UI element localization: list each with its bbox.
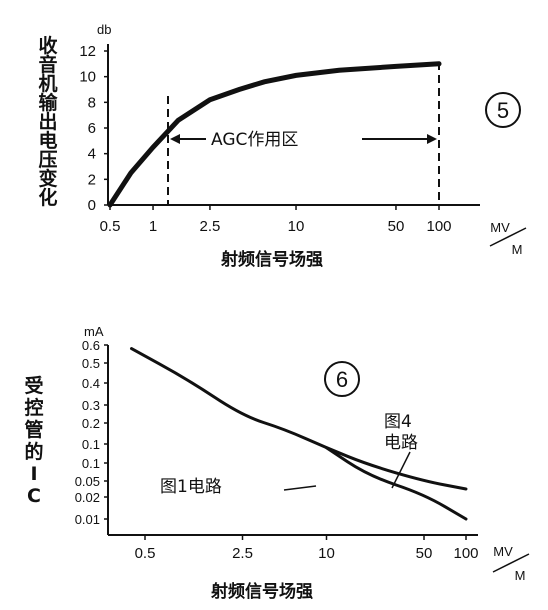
x-axis-label: 射频信号场强 bbox=[220, 249, 323, 270]
figure-number: 5 bbox=[497, 98, 509, 123]
x-unit-bottom: M bbox=[515, 568, 526, 583]
figure-number-badge bbox=[485, 92, 521, 128]
y-axis-label-char: 变 bbox=[38, 167, 57, 190]
agc-arrowhead-left bbox=[170, 134, 180, 144]
y-tick-label: 12 bbox=[79, 43, 96, 60]
series-label-circuit-1: 图1电路 bbox=[160, 477, 222, 497]
x-tick-label: 0.5 bbox=[100, 218, 121, 235]
x-unit-bottom: M bbox=[512, 242, 523, 257]
y-axis-label-char: C bbox=[27, 485, 41, 507]
y-axis-label-char: 收 bbox=[38, 34, 57, 57]
x-ticks: 0.5 2.5 10 50 100 bbox=[135, 535, 479, 562]
series-line-circuit-4 bbox=[130, 347, 468, 491]
y-tick-label: 0.4 bbox=[82, 376, 100, 391]
y-unit-label: db bbox=[97, 22, 111, 37]
figure-number-badge bbox=[324, 361, 360, 397]
series-label-circuit-4-b: 电路 bbox=[384, 433, 418, 453]
agc-arrowhead-right bbox=[427, 134, 437, 144]
figure-number: 6 bbox=[336, 367, 348, 392]
y-tick-label: 0.2 bbox=[82, 416, 100, 431]
x-tick-label: 100 bbox=[453, 545, 478, 562]
y-tick-label: 0.3 bbox=[82, 398, 100, 413]
y-tick-label: 4 bbox=[88, 146, 96, 163]
x-tick-label: 10 bbox=[288, 218, 305, 235]
y-axis-label-char: 受 bbox=[24, 374, 43, 397]
y-tick-label: 0.1 bbox=[82, 456, 100, 471]
y-axis-label-char: 输 bbox=[38, 91, 58, 114]
y-axis-label-char: 压 bbox=[38, 149, 57, 171]
series-line bbox=[107, 61, 442, 208]
x-tick-label: 2.5 bbox=[232, 545, 253, 562]
series-line-circuit-1 bbox=[325, 446, 468, 521]
x-unit-top: MV bbox=[490, 220, 510, 235]
y-tick-label: 2 bbox=[88, 171, 96, 188]
y-axis-label-char: 管 bbox=[24, 418, 43, 441]
x-unit-slash bbox=[489, 227, 527, 247]
x-unit-top: MV bbox=[493, 544, 513, 559]
y-axis-label-char: 机 bbox=[38, 73, 57, 95]
y-unit-label: mA bbox=[84, 324, 104, 339]
y-axis-label-char: 出 bbox=[38, 110, 57, 133]
y-tick-label: 0.05 bbox=[75, 474, 100, 489]
y-tick-label: 0.5 bbox=[82, 356, 100, 371]
x-tick-label: 0.5 bbox=[135, 545, 156, 562]
y-axis-label-char: 的 bbox=[24, 440, 43, 463]
y-tick-label: 8 bbox=[88, 94, 96, 111]
x-tick-label: 100 bbox=[426, 218, 451, 235]
x-tick-label: 50 bbox=[388, 218, 405, 235]
y-tick-label: 0.01 bbox=[75, 512, 100, 527]
x-tick-label: 1 bbox=[149, 218, 157, 235]
y-axis-label-char: 电 bbox=[38, 129, 57, 152]
x-unit-slash bbox=[492, 553, 530, 573]
y-tick-label: 0.02 bbox=[75, 490, 100, 505]
y-axis-label-char: 音 bbox=[38, 53, 57, 76]
y-axis-label-char: 化 bbox=[38, 186, 57, 209]
x-tick-label: 10 bbox=[318, 545, 335, 562]
y-tick-label: 0 bbox=[88, 197, 96, 214]
x-tick-label: 2.5 bbox=[200, 218, 221, 235]
y-tick-label: 10 bbox=[79, 69, 96, 86]
x-ticks: 0.5 1 2.5 10 50 100 bbox=[100, 205, 452, 235]
y-axis-label-char: I bbox=[30, 463, 37, 485]
y-tick-label: 0.1 bbox=[82, 437, 100, 452]
series-label-circuit-4-a: 图4 bbox=[384, 412, 412, 432]
x-tick-label: 50 bbox=[416, 545, 433, 562]
agc-label: AGC作用区 bbox=[211, 130, 298, 150]
y-ticks: 0.01 0.020.05 0.1 0.1 0.2 0.3 0.4 0.5 0.6 bbox=[75, 338, 108, 527]
y-ticks: 0 2 4 6 8 10 12 bbox=[79, 43, 108, 214]
y-tick-label: 0.6 bbox=[82, 338, 100, 353]
y-tick-label: 6 bbox=[88, 120, 96, 137]
y-axis-label-char: 控 bbox=[24, 396, 43, 419]
series-leader-circuit-4 bbox=[391, 451, 411, 489]
x-axis-label: 射频信号场强 bbox=[210, 581, 313, 602]
series-leader-circuit-1 bbox=[283, 485, 317, 491]
